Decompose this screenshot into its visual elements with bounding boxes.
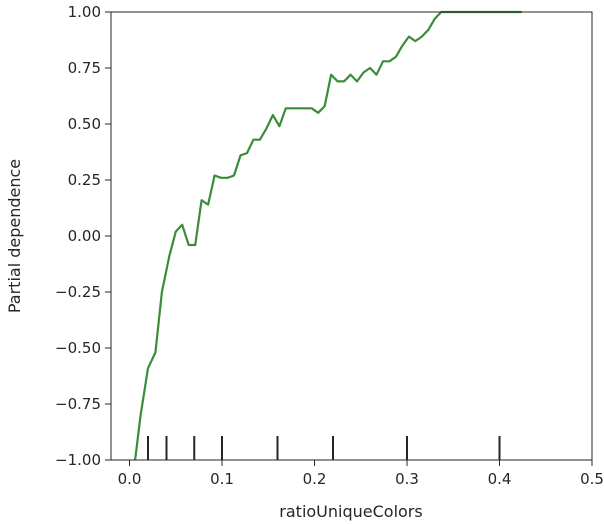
- x-axis-label: ratioUniqueColors: [279, 502, 422, 521]
- x-tick-label: 0.5: [580, 470, 604, 488]
- y-axis-label: Partial dependence: [5, 159, 24, 313]
- y-tick-label: −0.25: [55, 283, 101, 301]
- x-tick-label: 0.0: [118, 470, 142, 488]
- x-tick-label: 0.2: [303, 470, 327, 488]
- y-axis: 1.00 0.75 0.50 0.25 0.00 −0.25 −0.50 −0.75 −1.00: [55, 3, 111, 469]
- y-tick-label: 0.00: [68, 227, 101, 245]
- y-tick-label: −0.50: [55, 339, 101, 357]
- x-tick-label: 0.1: [210, 470, 234, 488]
- y-tick-label: −0.75: [55, 395, 101, 413]
- x-tick-label: 0.3: [395, 470, 419, 488]
- y-tick-label: 0.50: [68, 115, 101, 133]
- x-axis: 0.0 0.1 0.2 0.3 0.4 0.5: [118, 460, 604, 488]
- x-tick-label: 0.4: [488, 470, 512, 488]
- y-tick-label: −1.00: [55, 451, 101, 469]
- rug-layer: [147, 436, 501, 460]
- y-tick-label: 0.25: [68, 171, 101, 189]
- y-tick-label: 0.75: [68, 59, 101, 77]
- plot-area: [111, 12, 592, 460]
- y-tick-label: 1.00: [68, 3, 101, 21]
